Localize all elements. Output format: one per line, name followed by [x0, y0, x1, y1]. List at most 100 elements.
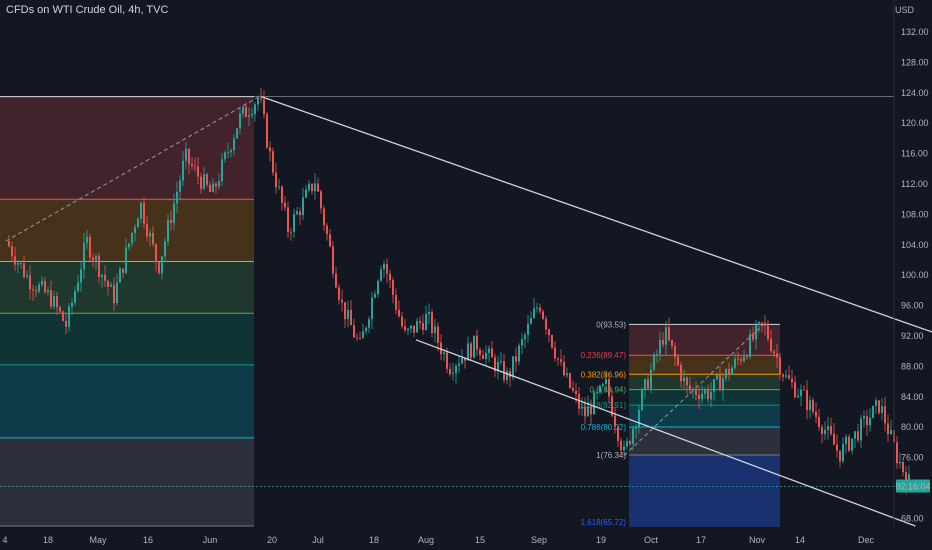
- candle-body: [272, 151, 274, 173]
- candle-body: [227, 152, 229, 153]
- fib-level-label: 1.618(65.72): [581, 518, 627, 527]
- candle-body: [341, 299, 343, 303]
- candle-body: [860, 418, 862, 441]
- candle-body: [251, 113, 253, 116]
- candle-body: [245, 106, 247, 117]
- price-tick-label: 116.00: [901, 149, 928, 159]
- candle-body: [446, 352, 448, 369]
- candle-body: [428, 311, 430, 314]
- candle-body: [92, 257, 94, 261]
- candle-body: [689, 385, 691, 390]
- candle-body: [437, 326, 439, 343]
- trend-channel[interactable]: [261, 95, 932, 527]
- candle-body: [65, 320, 67, 327]
- candle-body: [797, 395, 799, 398]
- candle-body: [506, 371, 508, 381]
- candle-body: [233, 138, 235, 151]
- candle-body: [167, 219, 169, 242]
- candle-body: [26, 275, 28, 277]
- candle-body: [401, 316, 403, 327]
- price-tick-label: 128.00: [901, 57, 929, 67]
- time-tick-label: 17: [696, 535, 706, 545]
- candle-body: [503, 361, 505, 381]
- candle-body: [848, 436, 850, 451]
- candle-body: [515, 356, 517, 362]
- candle-body: [350, 309, 352, 326]
- candle-body: [284, 202, 286, 208]
- candle-body: [413, 325, 415, 333]
- candle-body: [647, 379, 649, 389]
- candle-body: [158, 262, 160, 274]
- candle-body: [725, 369, 727, 379]
- candle-body: [632, 428, 634, 444]
- fib-level-label: 0.382(86.96): [581, 370, 627, 379]
- price-tick-label: 124.00: [901, 88, 929, 98]
- candle-body: [575, 390, 577, 394]
- candle-body: [728, 369, 730, 375]
- candle-body: [482, 355, 484, 359]
- candle-body: [53, 296, 55, 307]
- candle-body: [62, 311, 64, 321]
- candle-body: [59, 307, 61, 312]
- candle-body: [614, 415, 616, 427]
- candle-body: [731, 367, 733, 375]
- candle-body: [548, 329, 550, 336]
- candle-body: [563, 361, 565, 376]
- candle-body: [881, 406, 883, 413]
- candle-body: [650, 369, 652, 389]
- candle-body: [497, 362, 499, 372]
- candle-body: [686, 377, 688, 386]
- candle-body: [170, 219, 172, 224]
- candle-body: [566, 373, 568, 376]
- candle-body: [719, 374, 721, 391]
- candle-body: [293, 214, 295, 232]
- candle-body: [398, 309, 400, 317]
- candle-body: [77, 282, 79, 292]
- candle-body: [20, 263, 22, 264]
- price-tick-label: 96.00: [901, 301, 924, 311]
- candle-body: [137, 218, 139, 228]
- candle-body: [905, 472, 907, 486]
- candle-body: [302, 197, 304, 216]
- candle-body: [35, 290, 37, 292]
- fib-zone: [0, 437, 254, 526]
- price-tick-label: 68.00: [901, 513, 924, 523]
- candle-body: [23, 263, 25, 277]
- fibonacci-retracement-secondary[interactable]: 0(93.53) 0.236(89.47) 0.382(86.96) 0.5(84.9…: [581, 320, 780, 527]
- candle-body: [407, 328, 409, 331]
- candle-body: [164, 241, 166, 257]
- candle-body: [41, 280, 43, 285]
- candle-body: [524, 334, 526, 340]
- candle-body: [800, 389, 802, 396]
- time-tick-label: Dec: [858, 535, 875, 545]
- price-tick-label: 132.00: [901, 27, 929, 37]
- candle-body: [500, 361, 502, 363]
- candle-body: [845, 436, 847, 445]
- candle-body: [716, 374, 718, 380]
- candle-body: [872, 405, 874, 419]
- candle-body: [332, 246, 334, 274]
- fib-level-label: 0.618(82.91): [581, 401, 627, 410]
- time-axis[interactable]: 4 18 May 16 Jun 20 Jul 18 Aug 15 Sep 19 Oct 17 Nov 14 De…: [2, 535, 874, 545]
- candle-body: [89, 236, 91, 258]
- fib-zone: [629, 427, 780, 456]
- candle-body: [299, 211, 301, 216]
- fib-zone: [0, 313, 254, 365]
- candle-body: [200, 176, 202, 189]
- candle-body: [560, 359, 562, 362]
- candle-body: [539, 307, 541, 312]
- candle-body: [206, 174, 208, 185]
- candle-body: [365, 327, 367, 332]
- candle-body: [215, 183, 217, 187]
- currency-label: USD: [894, 5, 914, 15]
- price-axis[interactable]: 68.0072.0076.0080.0084.0088.0092.0096.00…: [901, 27, 929, 523]
- candle-body: [356, 337, 358, 339]
- candle-body: [761, 322, 763, 324]
- candle-body: [260, 98, 262, 100]
- fib-zone: [0, 364, 254, 438]
- candle-body: [656, 353, 658, 355]
- fib-level-label: 0(93.53): [596, 320, 626, 329]
- candle-body: [371, 297, 373, 320]
